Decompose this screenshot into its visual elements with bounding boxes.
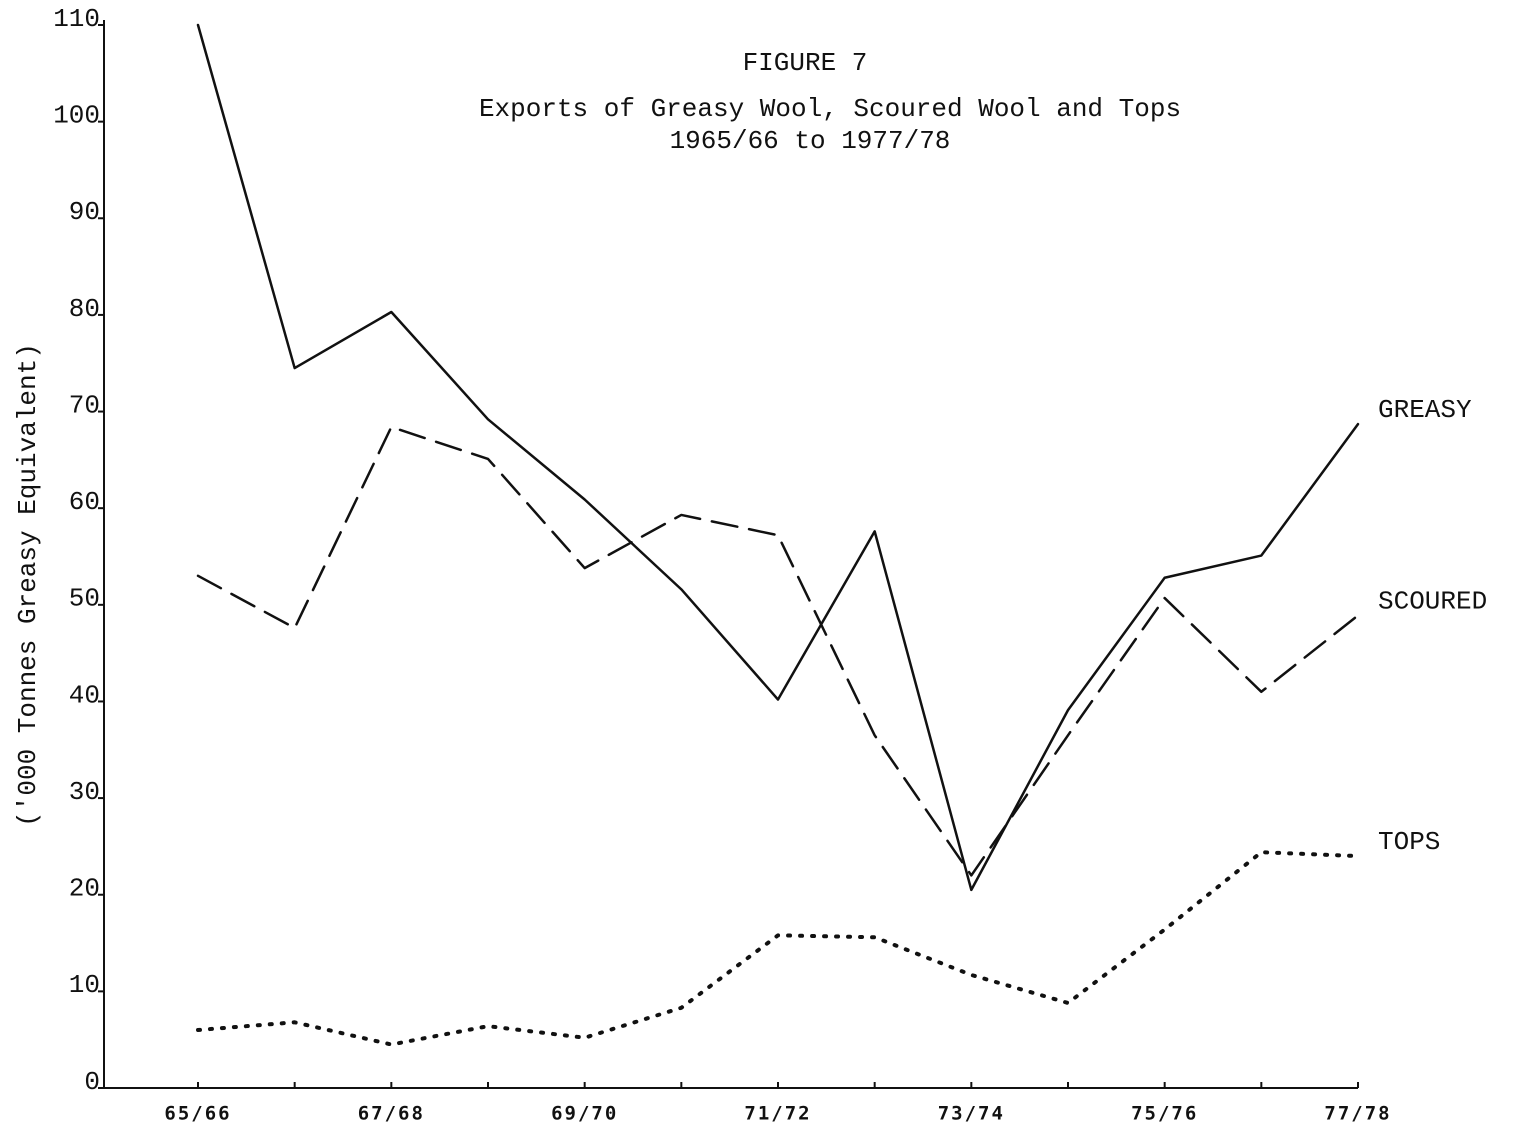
series-line [196, 425, 1360, 877]
y-axis-label: ('000 Tonnes Greasy Equivalent) [13, 343, 43, 827]
x-tick-label: 71/72 [744, 1103, 811, 1125]
x-tick-label: 77/78 [1324, 1103, 1391, 1125]
y-tick-label: 100 [53, 101, 100, 131]
y-tick-label: 70 [69, 390, 100, 420]
x-tick-label: 75/76 [1131, 1103, 1198, 1125]
series-label: TOPS [1378, 827, 1440, 857]
y-tick-label: 80 [69, 294, 100, 324]
y-tick-label: 10 [69, 970, 100, 1000]
chart-title: FIGURE 7 [743, 48, 868, 78]
y-tick-label: 0 [84, 1067, 100, 1097]
chart-subtitle: Exports of Greasy Wool, Scoured Wool and… [479, 94, 1181, 124]
chart-period: 1965/66 to 1977/78 [670, 126, 951, 156]
y-tick-label: 40 [69, 680, 100, 710]
y-tick-label: 30 [69, 777, 100, 807]
y-tick-label: 20 [69, 874, 100, 904]
series-line [196, 850, 1360, 1047]
x-tick-label: 69/70 [551, 1103, 618, 1125]
series-label: GREASY [1378, 395, 1472, 425]
y-tick-label: 60 [69, 487, 100, 517]
y-tick-label: 110 [53, 4, 100, 34]
x-tick-label: 73/74 [938, 1103, 1005, 1125]
x-tick-label: 67/68 [358, 1103, 425, 1125]
y-tick-label: 90 [69, 197, 100, 227]
x-tick-label: 65/66 [164, 1103, 231, 1125]
series-label: SCOURED [1378, 586, 1487, 616]
y-tick-label: 50 [69, 584, 100, 614]
series-line [196, 23, 1360, 892]
